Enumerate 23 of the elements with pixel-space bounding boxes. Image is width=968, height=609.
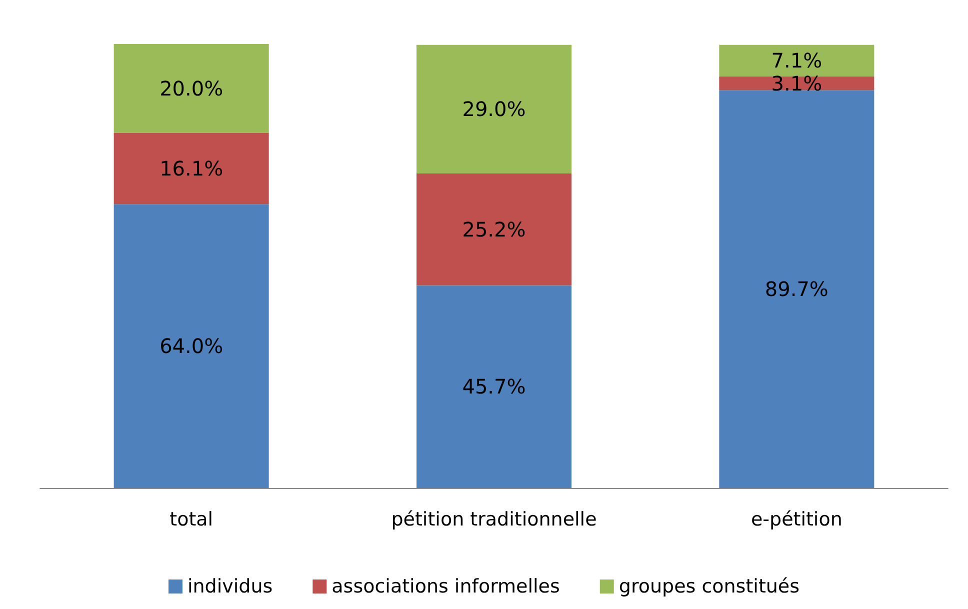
data-label: 7.1% — [771, 48, 822, 73]
bar — [719, 90, 874, 488]
legend-label: associations informelles — [332, 576, 560, 598]
x-tick-label: total — [170, 508, 214, 530]
bar — [416, 285, 572, 488]
bar — [114, 204, 269, 488]
data-label: 64.0% — [160, 334, 224, 358]
bar — [416, 174, 572, 286]
x-tick-label: e-pétition — [750, 508, 842, 530]
bar — [416, 44, 572, 174]
bar — [719, 44, 874, 76]
data-label: 20.0% — [160, 76, 224, 100]
data-label: 45.7% — [462, 374, 526, 399]
data-label: 3.1% — [771, 71, 822, 96]
bar — [114, 44, 269, 133]
x-tick-label: pétition traditionnelle — [391, 508, 597, 530]
legend-label: individus — [187, 576, 273, 598]
data-label: 16.1% — [160, 156, 224, 180]
data-label: 89.7% — [764, 277, 828, 302]
data-label: 25.2% — [462, 217, 526, 242]
legend-label: groupes constitués — [618, 576, 800, 598]
bar — [114, 132, 269, 204]
data-label: 29.0% — [462, 97, 526, 122]
